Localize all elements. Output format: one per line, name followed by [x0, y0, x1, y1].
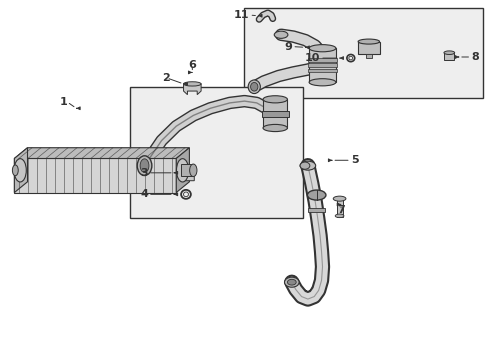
Ellipse shape [308, 79, 335, 86]
Ellipse shape [14, 159, 26, 182]
Text: 6: 6 [188, 59, 196, 69]
Text: 10: 10 [304, 53, 320, 63]
Ellipse shape [140, 159, 149, 172]
Polygon shape [181, 164, 193, 176]
Ellipse shape [274, 31, 287, 39]
Ellipse shape [183, 82, 201, 86]
Ellipse shape [137, 156, 152, 176]
Ellipse shape [308, 45, 335, 52]
Ellipse shape [334, 214, 343, 218]
Bar [444, 53, 453, 60]
Text: 1: 1 [59, 97, 67, 107]
Polygon shape [183, 165, 194, 181]
Bar [357, 41, 379, 54]
Ellipse shape [12, 165, 18, 176]
Ellipse shape [332, 196, 345, 201]
Polygon shape [183, 84, 201, 95]
Text: 4: 4 [140, 189, 148, 199]
Polygon shape [14, 148, 189, 158]
Ellipse shape [357, 39, 379, 44]
Ellipse shape [300, 162, 309, 169]
Bar [307, 63, 337, 67]
Bar [336, 199, 342, 217]
Ellipse shape [300, 161, 315, 170]
Ellipse shape [189, 164, 197, 177]
Bar [307, 69, 337, 72]
Text: 3: 3 [140, 168, 148, 178]
Ellipse shape [250, 82, 257, 91]
Text: 7: 7 [337, 206, 344, 216]
Ellipse shape [263, 96, 287, 103]
Ellipse shape [287, 279, 296, 285]
Bar [307, 208, 325, 212]
Bar [365, 54, 371, 58]
Text: 8: 8 [470, 52, 478, 62]
Text: 9: 9 [284, 42, 292, 51]
Ellipse shape [176, 159, 188, 182]
Ellipse shape [247, 80, 260, 94]
Ellipse shape [443, 51, 454, 54]
Text: 5: 5 [350, 155, 358, 165]
Bar [244, 8, 483, 98]
Bar [307, 58, 337, 62]
Ellipse shape [284, 277, 299, 287]
Polygon shape [176, 148, 189, 193]
Bar [263, 99, 287, 128]
Polygon shape [14, 148, 27, 193]
Ellipse shape [307, 190, 325, 200]
Bar [130, 87, 303, 218]
Text: 2: 2 [163, 73, 170, 83]
Text: 11: 11 [233, 10, 249, 20]
Polygon shape [14, 158, 176, 193]
Bar [308, 48, 335, 82]
Bar [261, 111, 288, 117]
Ellipse shape [263, 125, 287, 132]
